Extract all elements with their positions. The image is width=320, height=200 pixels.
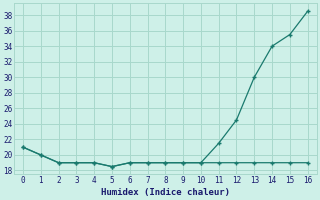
X-axis label: Humidex (Indice chaleur): Humidex (Indice chaleur) [101,188,230,197]
